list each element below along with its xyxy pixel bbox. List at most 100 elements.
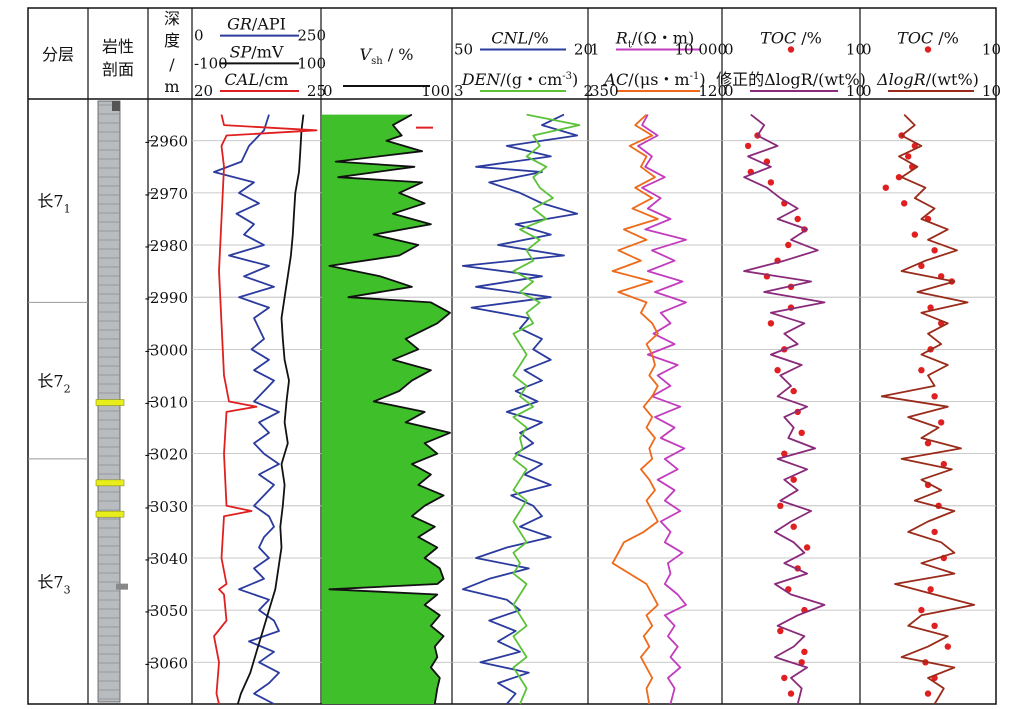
layer-zone: 长72 [28, 301, 88, 396]
curve-ac-line [611, 113, 659, 705]
depth-tick-label: -2960 [145, 133, 188, 151]
track-vsh: Vsh / % 0 100 [322, 45, 451, 705]
curve-name: TOC [760, 29, 796, 48]
curve-sp-line [236, 114, 305, 705]
toc-sample-point [767, 320, 775, 327]
toc-sample-point [927, 304, 934, 311]
toc-sample-point [882, 184, 889, 191]
lithology-dark-cap [112, 101, 120, 111]
depth-tick-label: -2970 [145, 185, 188, 203]
curve-scale-max: 120 [698, 82, 727, 100]
curve-r-line [637, 114, 687, 705]
depth-tick-label: -3020 [145, 446, 188, 464]
curve-scale-min: 0 [724, 41, 734, 59]
curve-unit: /cm [259, 70, 289, 89]
lithology-profile [95, 100, 128, 703]
curve-unit: /API [252, 15, 286, 34]
depth-header-char1: 深 [164, 9, 180, 28]
curve-scale-max: 10 [846, 82, 865, 100]
curve-header-title: TOC /% [897, 29, 959, 48]
zone-label: 长72 [37, 372, 70, 396]
lithology-nodule [116, 583, 128, 590]
zone-label: 长71 [37, 192, 70, 216]
toc-sample-point [940, 460, 947, 468]
toc-sample-point [798, 429, 805, 436]
curve-name: AC [602, 70, 628, 89]
curve-superscript: -3 [562, 71, 572, 82]
curve-den-line [512, 113, 581, 705]
curve-scale-min: 20 [194, 82, 213, 100]
curve-name: TOC [897, 29, 933, 48]
lithology-header-line1: 岩性 [102, 37, 134, 56]
curve-header-title: SP/mV [230, 42, 284, 61]
curve-scale-min: 3 [454, 82, 464, 100]
curve-scale-min: 50 [454, 41, 473, 59]
grid-lines [192, 140, 996, 663]
curve-subscript: t [628, 40, 632, 51]
depth-tick-label: -2990 [145, 289, 188, 307]
depth-tick-label: -3030 [145, 498, 188, 516]
toc-sample-point [781, 674, 788, 682]
zone-subscript: 1 [64, 203, 71, 216]
lithology-marker-bed [95, 510, 125, 518]
toc-sample-point [905, 153, 912, 160]
curve-gr-line [213, 114, 280, 705]
curve-scale-max: 100 [421, 82, 450, 100]
curve-name: R [615, 29, 628, 48]
depth-header-slash: / [169, 55, 175, 74]
curve-unit: /(Ω・m) [632, 29, 694, 48]
lithology-marker-bed [95, 479, 125, 487]
curve-scale-max: 10 000 [675, 41, 728, 59]
zone-label: 长73 [37, 572, 70, 596]
curve-header-marker [787, 46, 795, 53]
curve-name: GR [227, 15, 252, 34]
curve-unit: /(μs・m [628, 70, 689, 89]
curve-logr-line [743, 113, 826, 705]
curve-scale-max: 10 [846, 41, 865, 59]
toc-sample-point [777, 502, 784, 509]
toc-sample-point [801, 648, 808, 655]
depth-header-char2: 度 [164, 31, 180, 50]
depth-tick-label: -3050 [145, 602, 188, 620]
curve-name: 修正的ΔlogR [716, 70, 814, 89]
depth-header-unit: m [164, 77, 179, 96]
curve-name: CNL [491, 29, 528, 48]
toc-sample-point [931, 622, 938, 629]
lithology-marker-bed [95, 399, 125, 406]
toc-sample-point [944, 643, 951, 650]
toc-sample-point [931, 247, 938, 254]
depth-tick-label: -3010 [145, 394, 188, 412]
curve-unit: /mV [251, 42, 284, 61]
curve-scale-max: 10 [982, 82, 1001, 100]
curve-unit: /(wt%) [813, 70, 866, 89]
curve-unit: /% [796, 29, 822, 48]
curve-unit: /(g・cm [500, 70, 562, 89]
depth-tick-label: -2980 [145, 237, 188, 255]
curve-scale-max: 250 [297, 27, 326, 45]
toc-sample-point [798, 659, 805, 666]
toc-sample-point [911, 231, 918, 238]
toc-sample-point [924, 440, 932, 447]
zone-subscript: 2 [64, 383, 71, 396]
toc-sample-point [774, 367, 781, 374]
depth-tick-label: -3060 [145, 654, 188, 672]
curve-header-title: CAL/cm [225, 70, 289, 89]
curve-name: ΔlogR [876, 70, 926, 89]
toc-sample-point [787, 690, 795, 697]
curve-scale-max: 2 [583, 82, 593, 100]
curve-name: CAL [225, 70, 259, 89]
curve-header-title: AC/(μs・m-1) [602, 70, 705, 89]
outer-frame [27, 7, 997, 705]
curve-name: SP [230, 42, 252, 61]
curve-scale-min: 1 [590, 41, 600, 59]
toc-sample-point [938, 419, 945, 426]
toc-sample-point [790, 476, 797, 483]
vsh-fill-area [322, 114, 450, 705]
curve-scale-max: 10 [982, 41, 1001, 59]
curve-scale-min: 0 [862, 82, 872, 100]
depth-tick-label: -3040 [145, 550, 188, 568]
